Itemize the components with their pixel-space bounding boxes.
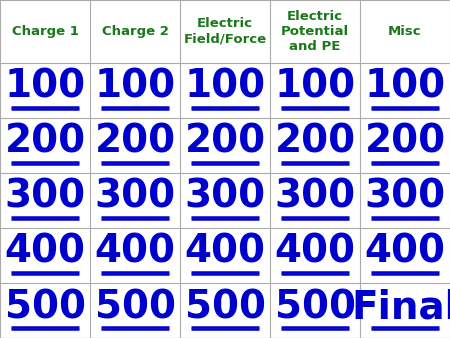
Text: 500: 500 <box>94 288 176 326</box>
Text: 500: 500 <box>184 288 266 326</box>
Text: 300: 300 <box>94 178 176 216</box>
Text: 300: 300 <box>184 178 266 216</box>
Text: 200: 200 <box>94 123 176 161</box>
Text: 100: 100 <box>94 68 176 106</box>
Text: 200: 200 <box>274 123 356 161</box>
Text: 300: 300 <box>4 178 86 216</box>
Text: 100: 100 <box>4 68 86 106</box>
Text: 200: 200 <box>4 123 86 161</box>
Text: 200: 200 <box>364 123 446 161</box>
Text: 400: 400 <box>364 233 446 271</box>
Text: 300: 300 <box>364 178 446 216</box>
Text: 200: 200 <box>184 123 266 161</box>
Text: Electric
Potential
and PE: Electric Potential and PE <box>281 10 349 53</box>
Text: Final: Final <box>351 288 450 326</box>
Text: Misc: Misc <box>388 25 422 38</box>
Text: 300: 300 <box>274 178 356 216</box>
Text: 400: 400 <box>274 233 356 271</box>
Text: Charge 1: Charge 1 <box>12 25 78 38</box>
Text: 400: 400 <box>184 233 266 271</box>
Text: 400: 400 <box>4 233 86 271</box>
Text: 500: 500 <box>4 288 86 326</box>
Text: 100: 100 <box>364 68 446 106</box>
Text: 100: 100 <box>184 68 266 106</box>
Text: 100: 100 <box>274 68 356 106</box>
Text: 500: 500 <box>274 288 356 326</box>
Text: 400: 400 <box>94 233 176 271</box>
Text: Electric
Field/Force: Electric Field/Force <box>184 17 266 45</box>
Text: Charge 2: Charge 2 <box>102 25 168 38</box>
